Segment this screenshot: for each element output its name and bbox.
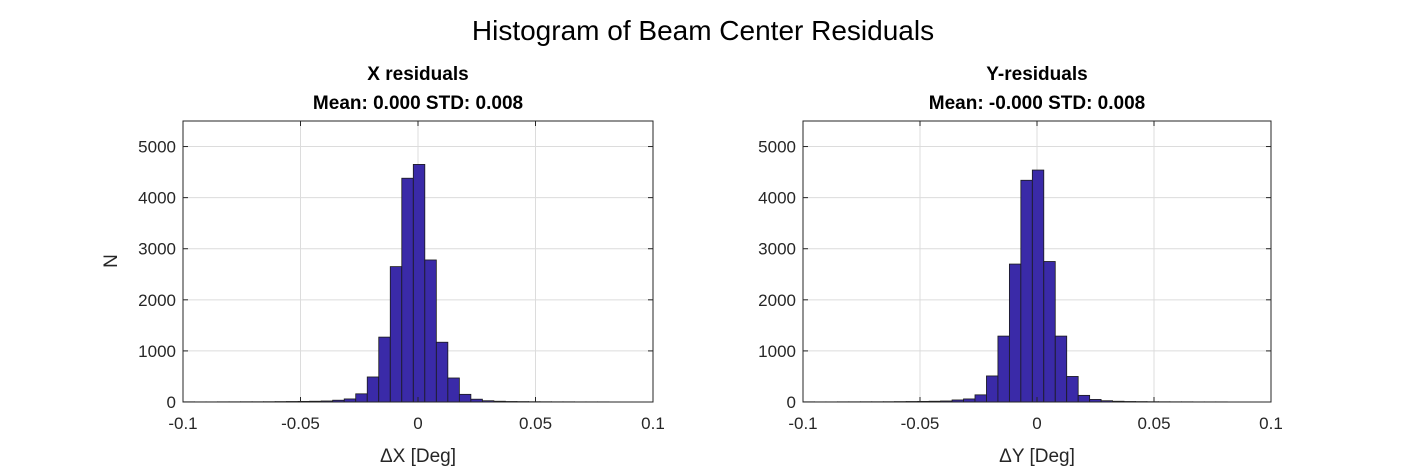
x-histogram-bar xyxy=(389,266,403,403)
x-histogram-bar xyxy=(447,377,460,403)
y-residuals-histogram: Y-residuals Mean: -0.000 STD: 0.008 -0.1… xyxy=(758,64,1283,467)
y-xtick-label: -0.1 xyxy=(788,414,817,433)
y-histogram-bar xyxy=(997,335,1010,403)
figure-title: Histogram of Beam Center Residuals xyxy=(472,15,934,46)
x-histogram-bar xyxy=(435,341,449,403)
y-histogram-bar xyxy=(986,375,999,403)
x-histogram-bar xyxy=(366,376,380,403)
x-xtick-label: 0.1 xyxy=(641,414,665,433)
y-xtick-label: 0.05 xyxy=(1137,414,1170,433)
y-histogram-bar xyxy=(1043,261,1056,403)
x-xtick-label: -0.05 xyxy=(281,414,320,433)
y-axis-label: ΔY [Deg] xyxy=(999,446,1075,467)
x-residuals-histogram: X residuals Mean: 0.000 STD: 0.008 -0.1 -… xyxy=(101,64,665,467)
y-xtick-label: -0.05 xyxy=(901,414,940,433)
y-ytick-label: 1000 xyxy=(758,342,796,361)
x-histogram-bar xyxy=(412,164,426,403)
y-histogram-bar xyxy=(1020,179,1033,403)
x-ytick-label: 0 xyxy=(167,393,176,412)
y-histogram-bar xyxy=(1066,376,1079,403)
x-ytick-label: 2000 xyxy=(138,291,176,310)
y-histogram-bar xyxy=(1008,263,1022,403)
x-ytick-label: 1000 xyxy=(138,342,176,361)
x-xtick-label: 0.05 xyxy=(519,414,552,433)
x-histogram-bar xyxy=(401,177,414,403)
y-ytick-label: 0 xyxy=(787,393,796,412)
y-panel-subtitle: Mean: -0.000 STD: 0.008 xyxy=(929,93,1145,114)
x-ytick-label: 4000 xyxy=(138,189,176,208)
y-panel-title: Y-residuals xyxy=(986,64,1087,85)
x-ytick-label: 5000 xyxy=(138,138,176,157)
x-histogram-bar xyxy=(378,336,391,403)
x-histogram-bar xyxy=(355,393,368,403)
y-histogram-bar xyxy=(1031,169,1045,403)
y-ytick-label: 2000 xyxy=(758,291,796,310)
y-ytick-label: 4000 xyxy=(758,189,796,208)
x-xtick-label: 0 xyxy=(413,414,422,433)
y-histogram-bar xyxy=(974,394,987,403)
x-panel-title: X residuals xyxy=(367,64,468,85)
x-axis-label: ΔX [Deg] xyxy=(380,446,456,467)
y-xtick-label: 0 xyxy=(1032,414,1041,433)
x-xtick-label: -0.1 xyxy=(168,414,197,433)
y-xtick-label: 0.1 xyxy=(1259,414,1283,433)
y-ytick-label: 3000 xyxy=(758,240,796,259)
x-panel-subtitle: Mean: 0.000 STD: 0.008 xyxy=(313,93,523,114)
x-panel-y-axis-label: N xyxy=(101,254,122,268)
x-histogram-bar xyxy=(458,393,472,403)
x-ytick-label: 3000 xyxy=(138,240,176,259)
x-histogram-bar xyxy=(424,259,437,403)
y-histogram-bar xyxy=(1054,335,1068,403)
y-ytick-label: 5000 xyxy=(758,138,796,157)
y-histogram-bar xyxy=(1077,394,1091,403)
